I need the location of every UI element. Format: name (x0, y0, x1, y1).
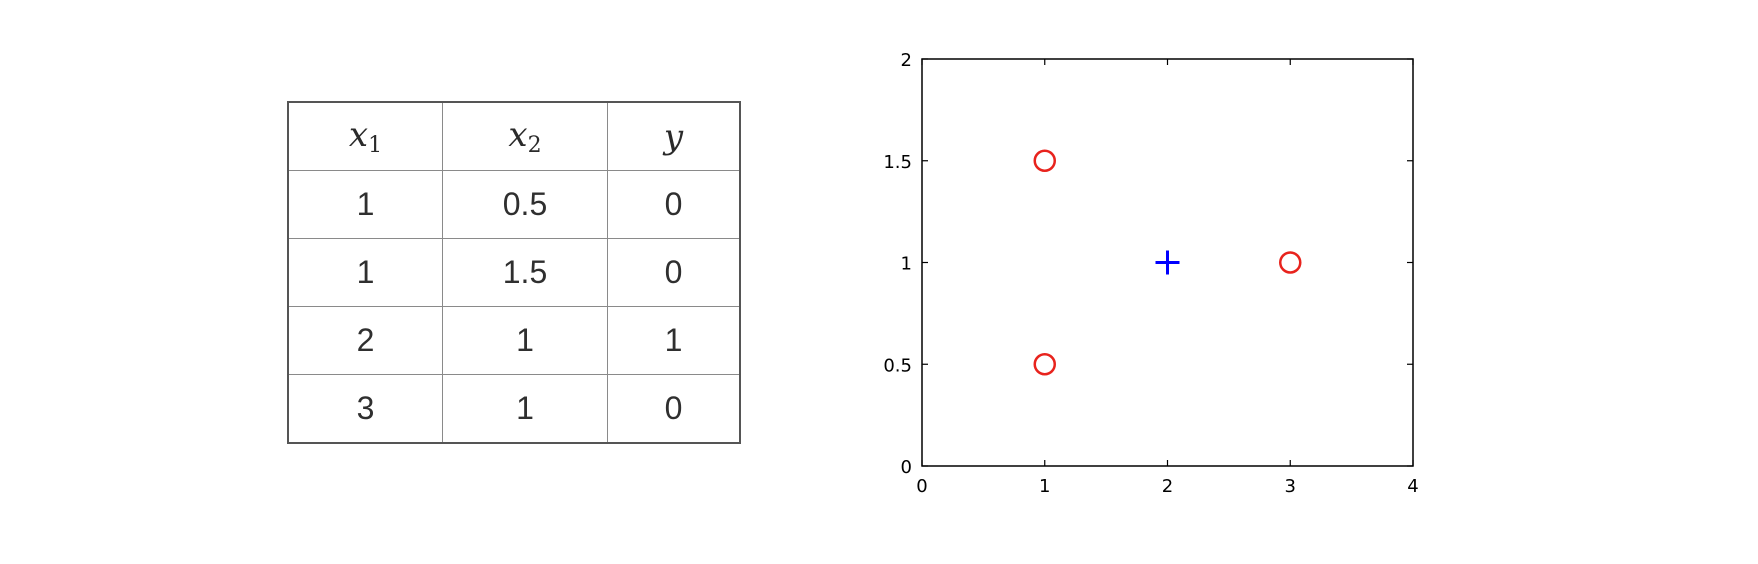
y-tick-label: 2 (901, 50, 912, 71)
axes: 0 1 2 3 4 0 0.5 1 1.5 2 (883, 50, 1418, 497)
circle-marker (1033, 149, 1056, 172)
table-cell: 1 (287, 238, 443, 307)
y-tick-label: 1.5 (883, 152, 912, 173)
y-tick-label: 0.5 (883, 355, 912, 376)
table-cell: 1 (442, 306, 608, 375)
circle-marker (1279, 251, 1302, 274)
x-tick-label: 4 (1407, 476, 1418, 497)
x-tick-label: 3 (1285, 476, 1296, 497)
plus-marker (1155, 250, 1180, 275)
table-header-row: x1 x2 y (287, 101, 741, 171)
table-cell: 0 (607, 170, 741, 239)
y-tick-label: 0 (901, 457, 912, 478)
table-cell: 1 (607, 306, 741, 375)
table-cell: 2 (287, 306, 443, 375)
circle-marker (1033, 353, 1056, 376)
table-cell: 0 (607, 374, 741, 444)
y-tick-label: 1 (901, 254, 912, 275)
table-cell: 1 (442, 374, 608, 444)
table-cell: 1.5 (442, 238, 608, 307)
data-points (1033, 149, 1302, 376)
header-x2: x2 (442, 101, 608, 171)
x-tick-label: 1 (1039, 476, 1050, 497)
table-row: 1 1.5 0 (287, 238, 741, 307)
table-row: 1 0.5 0 (287, 170, 741, 239)
x-tick-label: 2 (1162, 476, 1173, 497)
table-cell: 1 (287, 170, 443, 239)
table-cell: 0.5 (442, 170, 608, 239)
table-row: 3 1 0 (287, 374, 741, 444)
table-cell: 0 (607, 238, 741, 307)
x-tick-label: 0 (916, 476, 927, 497)
table-row: 2 1 1 (287, 306, 741, 375)
table-cell: 3 (287, 374, 443, 444)
data-table: x1 x2 y 1 0.5 0 1 1.5 0 2 1 1 3 1 0 (287, 101, 741, 444)
